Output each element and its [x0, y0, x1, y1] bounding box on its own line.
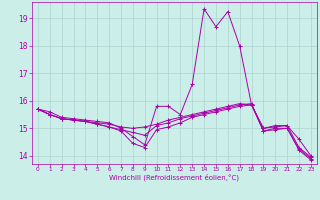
X-axis label: Windchill (Refroidissement éolien,°C): Windchill (Refroidissement éolien,°C) — [109, 174, 239, 181]
